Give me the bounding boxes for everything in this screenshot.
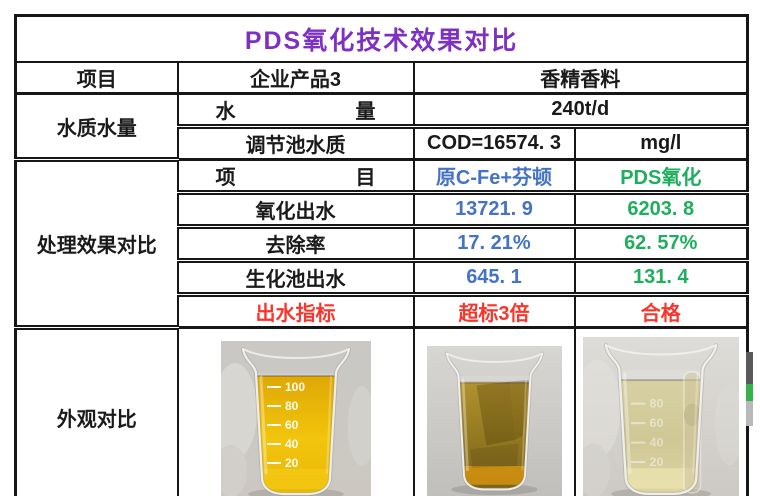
table-row: 氧化出水 13721. 9 6203. 8 [16, 191, 749, 229]
header-industry: 香精香料 [412, 61, 749, 95]
bio-effluent-old: 645. 1 [412, 259, 576, 297]
fenton-effluent-beaker-photo [426, 345, 562, 496]
influent-beaker-photo: 100 80 60 40 20 [220, 340, 371, 496]
appearance-cell-influent: 100 80 60 40 20 [176, 326, 415, 496]
oxidation-effluent-label: 氧化出水 [176, 191, 415, 229]
removal-rate-new: 62. 57% [573, 225, 749, 263]
edge-artifact-light [746, 401, 753, 426]
svg-text:20: 20 [285, 456, 299, 470]
oxidation-effluent-new: 6203. 8 [573, 191, 749, 229]
cod-unit: mg/l [573, 125, 749, 161]
verdict-new: 合格 [573, 293, 749, 329]
svg-text:40: 40 [649, 436, 663, 450]
section-treatment: 处理效果对比 [14, 158, 179, 330]
bio-effluent-label: 生化池出水 [176, 259, 415, 297]
header-product: 企业产品3 [176, 61, 415, 95]
water-volume-label: 水 量 [176, 92, 415, 129]
edge-artifact-green [746, 384, 753, 401]
water-volume-value: 240t/d [412, 92, 749, 129]
section-appearance: 外观对比 [14, 326, 179, 496]
table-row: 出水指标 超标3倍 合格 [16, 293, 749, 329]
svg-text:80: 80 [285, 399, 299, 413]
removal-rate-old: 17. 21% [412, 225, 576, 263]
svg-text:60: 60 [285, 418, 299, 432]
col-head-pds-process: PDS氧化 [573, 158, 749, 195]
oxidation-effluent-old: 13721. 9 [412, 191, 576, 229]
table-row: 去除率 17. 21% 62. 57% [16, 225, 749, 263]
verdict-label: 出水指标 [176, 293, 415, 329]
svg-text:20: 20 [649, 455, 663, 469]
removal-rate-label: 去除率 [176, 225, 415, 263]
verdict-old: 超标3倍 [412, 293, 576, 329]
table-row: 生化池出水 645. 1 131. 4 [16, 259, 749, 297]
treatment-item-label: 项 目 [176, 158, 415, 195]
comparison-table: PDS氧化技术效果对比 项目 企业产品3 香精香料 水质水量 水 量 240t/… [14, 14, 750, 496]
col-head-old-process: 原C-Fe+芬顿 [412, 158, 576, 195]
svg-text:100: 100 [285, 380, 305, 394]
appearance-cell-pds: 80 60 40 20 [573, 326, 749, 496]
bio-effluent-new: 131. 4 [573, 259, 749, 297]
section-water: 水质水量 [14, 92, 179, 162]
water-quality-label: 调节池水质 [176, 125, 415, 161]
appearance-cell-fenton [412, 326, 576, 496]
edge-artifact-gray [746, 352, 753, 384]
header-item-col: 项目 [14, 61, 179, 95]
table-title: PDS氧化技术效果对比 [14, 14, 749, 63]
svg-text:40: 40 [285, 437, 299, 451]
svg-text:60: 60 [649, 416, 663, 430]
cod-value: COD=16574. 3 [412, 125, 576, 161]
svg-text:80: 80 [649, 397, 663, 411]
pds-effluent-beaker-photo: 80 60 40 20 [582, 337, 739, 496]
